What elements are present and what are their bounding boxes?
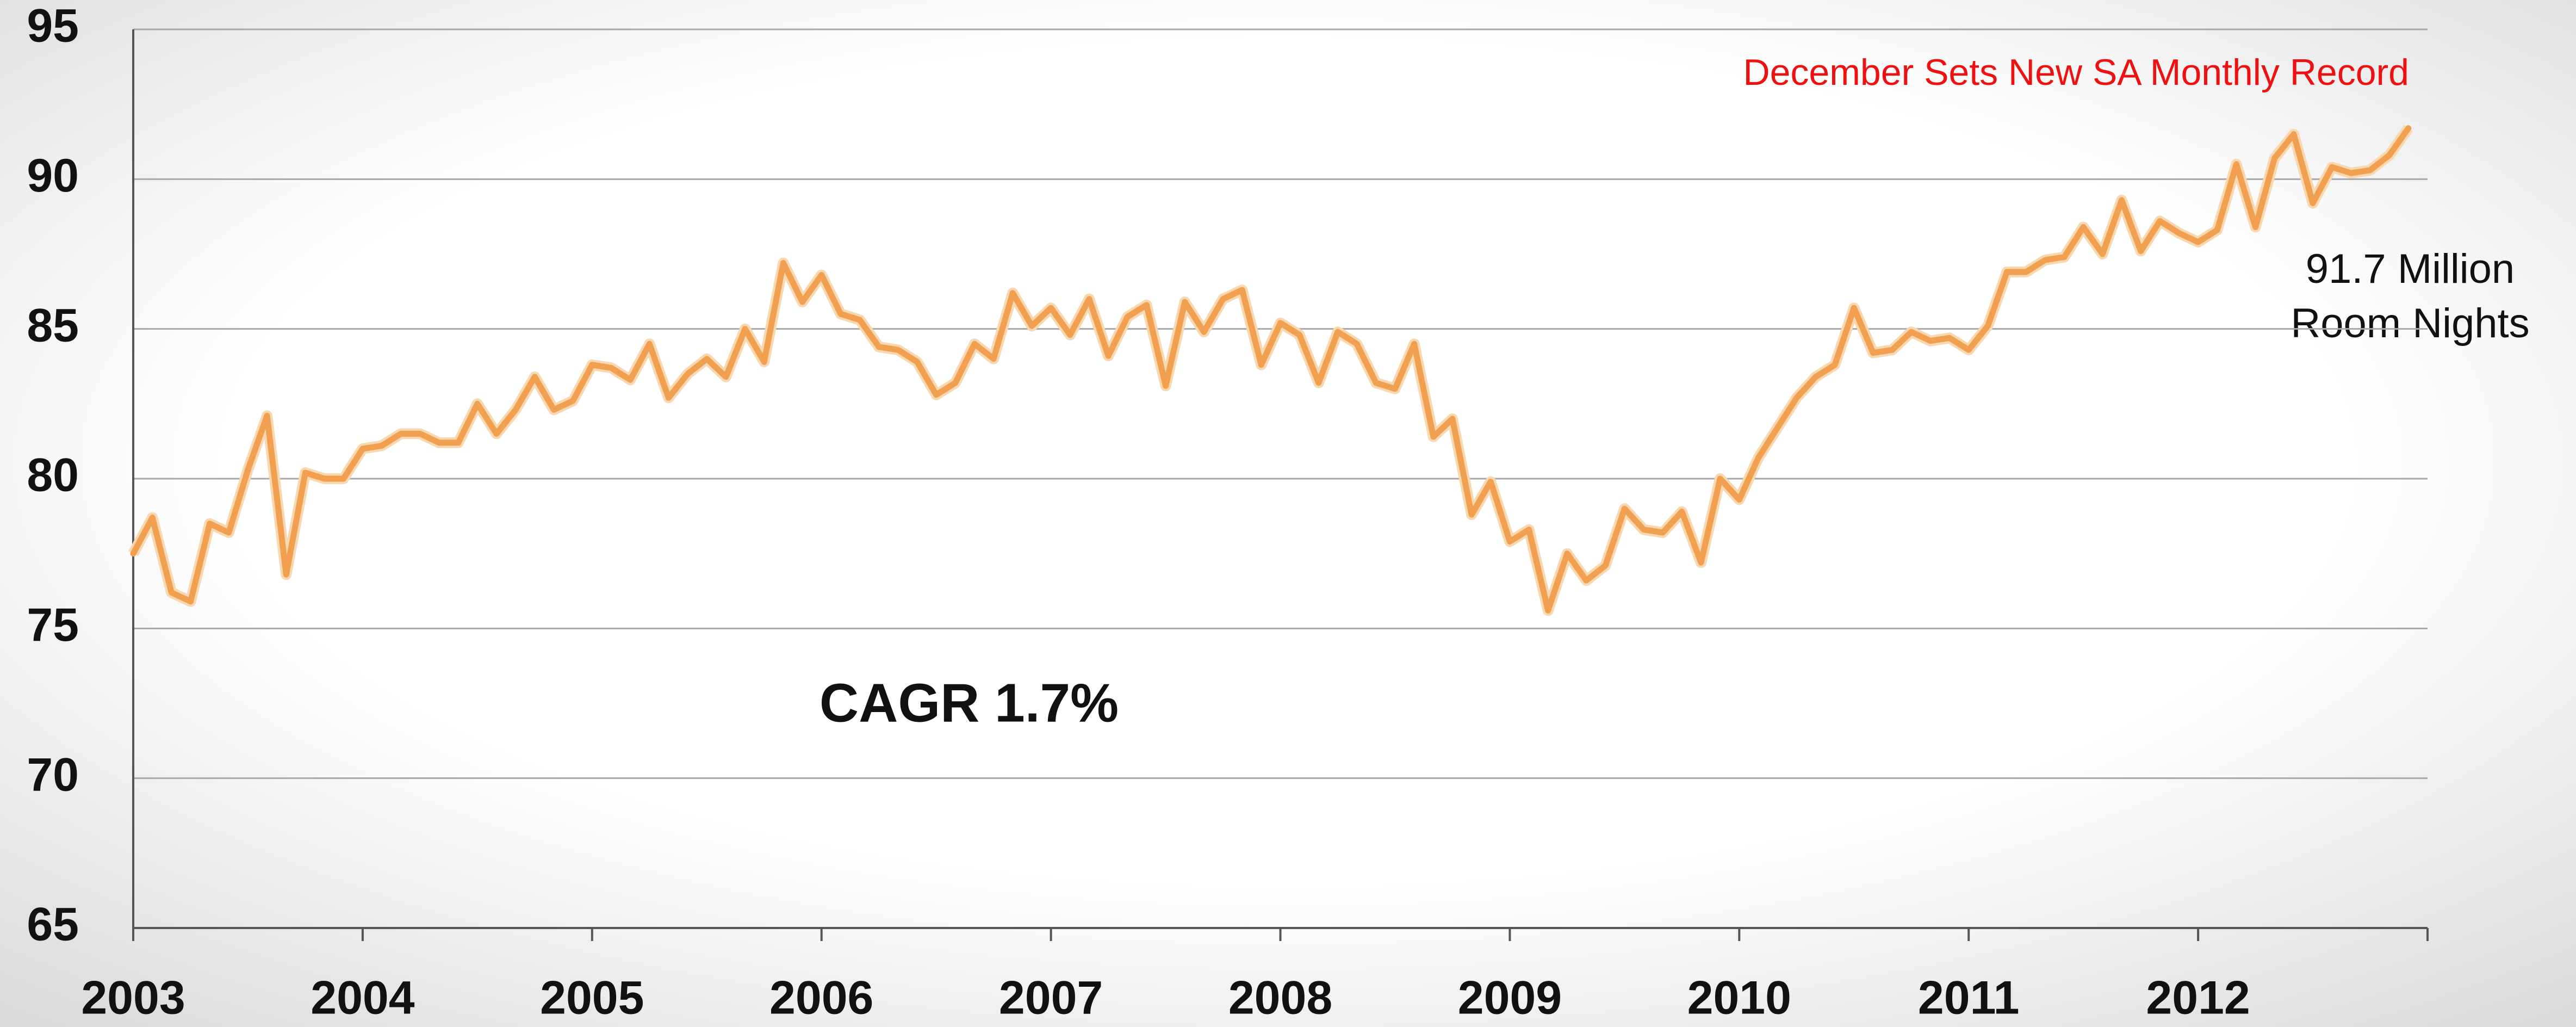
y-tick-label: 80 <box>27 449 79 502</box>
y-tick-label: 85 <box>27 299 79 351</box>
x-tick-label: 2005 <box>540 972 644 1024</box>
x-tick-label: 2011 <box>1918 972 2020 1024</box>
y-tick-label: 75 <box>27 599 79 651</box>
x-tick-label: 2006 <box>769 972 873 1024</box>
annotation: Room Nights <box>2291 300 2529 347</box>
y-tick-label: 95 <box>27 0 79 52</box>
x-tick-label: 2003 <box>81 972 185 1024</box>
series-line <box>130 125 2412 614</box>
x-tick-label: 2009 <box>1458 972 1562 1024</box>
y-tick-label: 65 <box>27 899 79 951</box>
y-tick-label: 70 <box>27 748 79 801</box>
x-tick-label: 2010 <box>1687 972 1791 1024</box>
x-tick-label: 2004 <box>311 972 414 1024</box>
x-tick-label: 2007 <box>999 972 1103 1024</box>
x-tick-label: 2008 <box>1228 972 1332 1024</box>
x-tick-label: 2012 <box>2146 972 2250 1024</box>
annotation: 91.7 Million <box>2306 246 2515 292</box>
annotation: December Sets New SA Monthly Record <box>1743 52 2410 93</box>
annotation: CAGR 1.7% <box>820 672 1119 733</box>
y-tick-label: 90 <box>27 150 79 202</box>
